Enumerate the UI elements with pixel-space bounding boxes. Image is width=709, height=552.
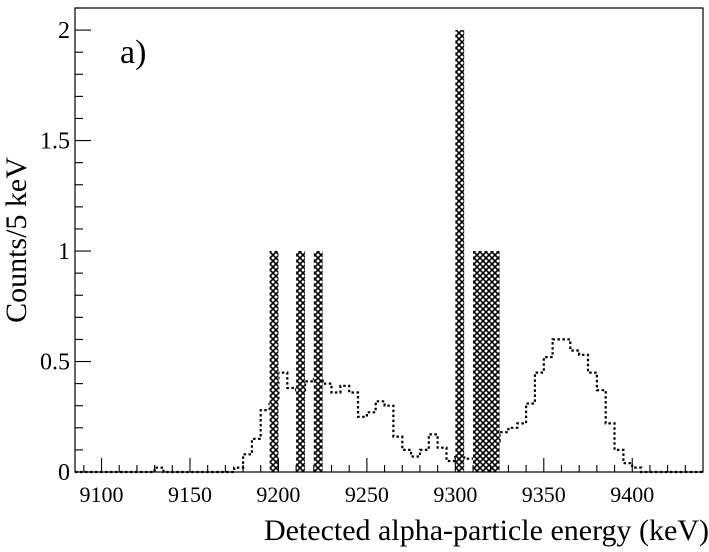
y-tick-label-2: 1: [58, 239, 70, 265]
panel-label: a): [120, 34, 146, 71]
hatched-bar-4: [473, 251, 482, 472]
hatched-bar-5: [481, 251, 491, 472]
x-axis-label: Detected alpha-particle energy (keV): [264, 514, 709, 547]
hatched-bar-3: [455, 30, 465, 472]
x-tick-label-0: 9100: [80, 482, 124, 507]
x-tick-label-1: 9150: [168, 482, 212, 507]
axes: 9100 9150 9200 9250 9300 9350 9400 0 0.5 1 1.5 2: [40, 7, 686, 507]
y-tick-label-4: 2: [58, 18, 70, 44]
y-tick-label-0: 0: [58, 460, 70, 486]
y-tick-label-1: 0.5: [40, 350, 70, 376]
hatched-bar-6: [490, 251, 500, 472]
dotted-step-series: [75, 338, 703, 474]
plot-marks: [75, 30, 703, 474]
hatched-bar-2: [313, 251, 323, 472]
x-tick-label-3: 9250: [345, 482, 389, 507]
hatched-bar-1: [296, 251, 305, 472]
x-tick-label-6: 9400: [610, 482, 654, 507]
x-tick-label-4: 9300: [433, 482, 477, 507]
x-tick-label-5: 9350: [522, 482, 566, 507]
hatched-bar-0: [269, 251, 279, 472]
x-tick-label-2: 9200: [256, 482, 300, 507]
y-axis-label: Counts/5 keV: [0, 157, 33, 323]
plot-frame: [74, 7, 704, 473]
y-tick-label-3: 1.5: [40, 129, 70, 155]
